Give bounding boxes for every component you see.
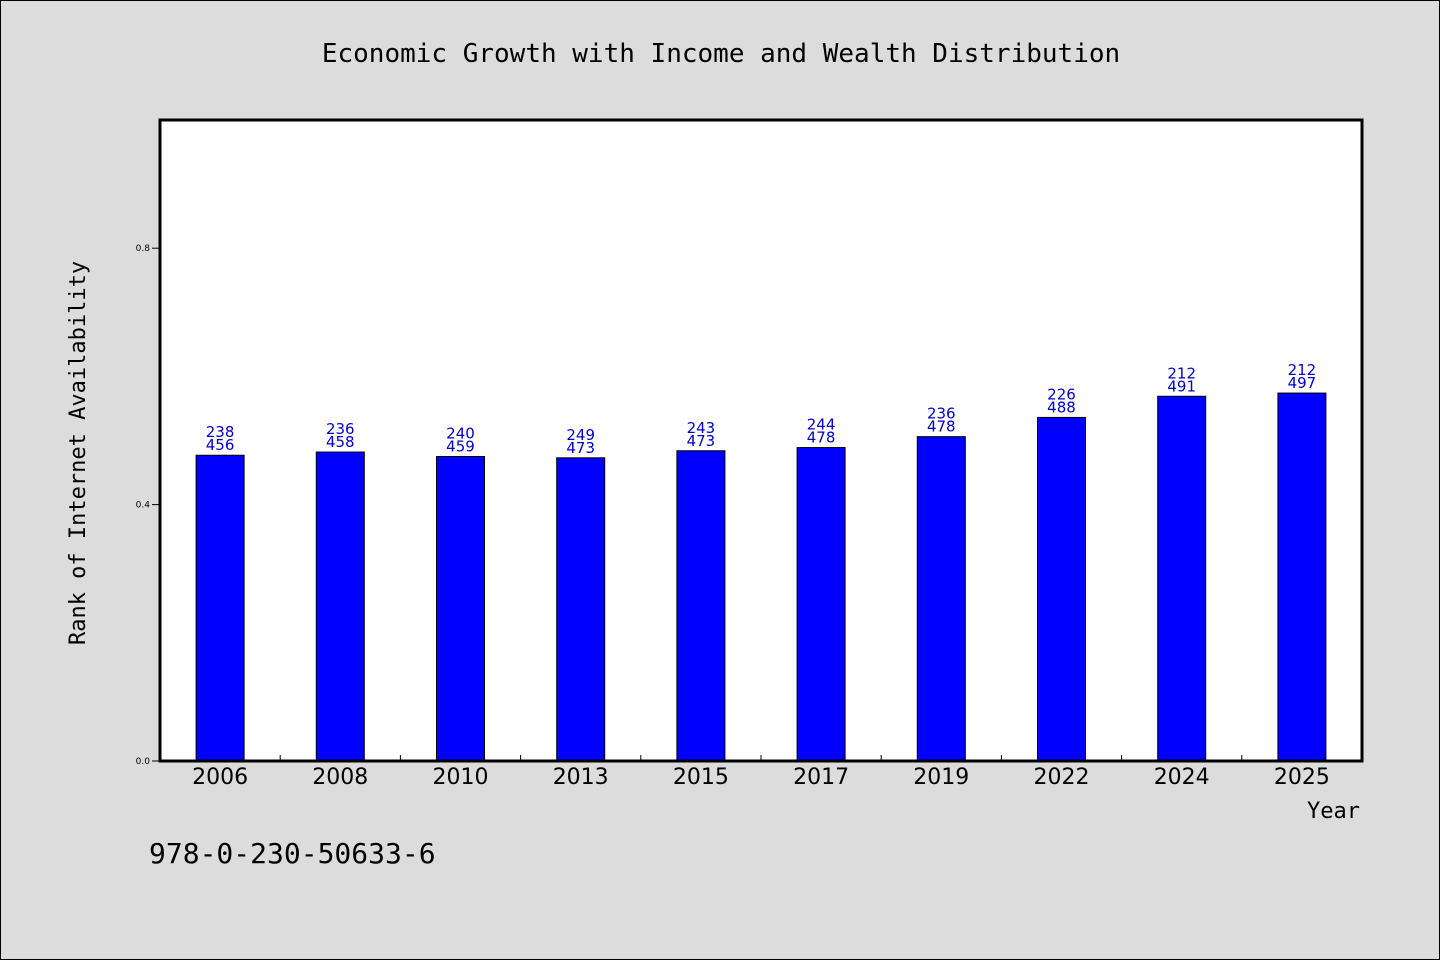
x-tick-label: 2010: [433, 765, 489, 790]
y-tick-label: 0.4: [136, 501, 151, 511]
bar-label-top: 238: [206, 423, 235, 441]
bar-label-top: 212: [1167, 364, 1196, 382]
bar-label-bottom: 478: [927, 418, 956, 436]
isbn-footer: 978-0-230-50633-6: [149, 837, 436, 870]
bar-label-bottom: 497: [1288, 374, 1317, 392]
y-tick-label: 0.0: [136, 757, 151, 767]
bar-label-top: 249: [566, 426, 595, 444]
x-tick-label: 2006: [192, 765, 248, 790]
x-axis-label: Year: [1307, 799, 1360, 824]
x-tick-label: 2024: [1154, 765, 1210, 790]
x-tick-label: 2019: [913, 765, 969, 790]
bar-label-bottom: 456: [206, 436, 235, 454]
bar-label-top: 244: [807, 416, 836, 434]
bar-label-top: 226: [1047, 385, 1076, 403]
bar-label-top: 243: [687, 419, 716, 437]
bar-label-top: 236: [326, 420, 355, 438]
bar: [436, 456, 485, 762]
bar: [556, 457, 606, 762]
bar: [916, 436, 966, 762]
y-tick-label: 0.8: [136, 244, 151, 254]
plot-area: 2384562006236458200824045920102494732013…: [136, 118, 1364, 790]
bar-label-bottom: 458: [326, 433, 355, 451]
plot-frame: [158, 118, 1364, 763]
bar-label-bottom: 488: [1047, 398, 1076, 416]
x-tick-label: 2022: [1034, 765, 1090, 790]
x-tick-label: 2025: [1274, 765, 1330, 790]
chart-title: Economic Growth with Income and Wealth D…: [322, 39, 1120, 69]
bar-label-bottom: 459: [446, 438, 475, 456]
x-tick-label: 2008: [312, 765, 368, 790]
x-tick-label: 2015: [673, 765, 729, 790]
y-axis-label: Rank of Internet Availability: [66, 261, 91, 645]
bar: [796, 447, 846, 762]
bar: [1277, 392, 1327, 762]
x-tick-label: 2017: [793, 765, 849, 790]
bar-label-top: 240: [446, 425, 475, 443]
bar-label-top: 212: [1288, 361, 1317, 379]
x-tick-label: 2013: [553, 765, 609, 790]
bar-label-top: 236: [927, 405, 956, 423]
bar-label-bottom: 473: [566, 439, 595, 457]
bar: [195, 454, 245, 762]
bar: [315, 451, 365, 762]
bar-label-bottom: 473: [687, 432, 716, 450]
bar: [676, 450, 726, 762]
bar-label-bottom: 491: [1167, 377, 1196, 395]
bar: [1037, 416, 1086, 762]
bar: [1157, 395, 1207, 762]
bar-label-bottom: 478: [807, 429, 836, 447]
